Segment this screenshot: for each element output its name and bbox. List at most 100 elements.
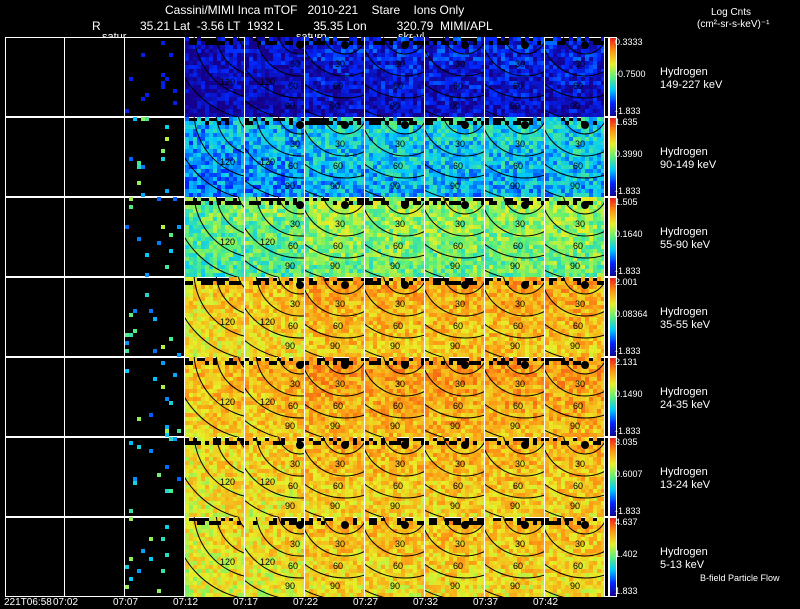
- contour-label: 120: [220, 77, 235, 87]
- contour-label: 60: [453, 401, 463, 411]
- contour-label: 60: [513, 241, 523, 251]
- image-frame: 30 60 90: [545, 37, 605, 117]
- scale-max: 4.637: [615, 517, 638, 527]
- image-frame: 30 60 90: [485, 277, 545, 357]
- contour-label: 30: [335, 379, 345, 389]
- image-frame: [65, 37, 125, 117]
- contour-label: 30: [575, 379, 585, 389]
- image-frame: 30 60 90: [305, 517, 365, 597]
- contour-label: 60: [333, 161, 343, 171]
- contour-label: 60: [288, 81, 298, 91]
- contour-label: 30: [455, 59, 465, 69]
- contour-label: 60: [573, 241, 583, 251]
- scale-min: -1.833: [615, 106, 641, 116]
- species-label: Hydrogen: [660, 306, 708, 318]
- contour-label: 120: [260, 397, 275, 407]
- image-frame: [5, 37, 65, 117]
- contour-label: 30: [575, 59, 585, 69]
- contour-label: 30: [575, 539, 585, 549]
- contour-label: 90: [390, 341, 400, 351]
- energy-range: 13-24 keV: [660, 479, 711, 491]
- contour-label: 30: [515, 459, 525, 469]
- scale-min: -1.833: [615, 186, 641, 196]
- time-tick: 07:32: [413, 597, 439, 608]
- contour-label: 60: [333, 561, 343, 571]
- contour-label: 60: [513, 401, 523, 411]
- image-frame: 30 60 90: [485, 357, 545, 437]
- contour-label: 60: [333, 401, 343, 411]
- image-frame: 30 60 90: [305, 197, 365, 277]
- image-frame: [125, 437, 185, 517]
- image-frame: 30 60 90: [305, 117, 365, 197]
- scale-max: 1.635: [615, 117, 638, 127]
- image-frame: 30 60 90: [365, 357, 425, 437]
- colorbar: [609, 37, 617, 117]
- image-frame: [65, 357, 125, 437]
- image-frame: 30 60 90: [305, 277, 365, 357]
- contour-label: 90: [570, 101, 580, 111]
- time-tick: 07:37: [473, 597, 499, 608]
- instrument-title: Cassini/MIMI Inca mTOF 2010-221 Stare Io…: [165, 3, 465, 17]
- species-label: Hydrogen: [660, 146, 708, 158]
- contour-label: 60: [393, 561, 403, 571]
- contour-label: 90: [450, 581, 460, 591]
- image-frame: [125, 117, 185, 197]
- contour-label: 90: [510, 341, 520, 351]
- image-frame: 30 60 90: [485, 37, 545, 117]
- contour-label: 60: [513, 321, 523, 331]
- contour-label: 60: [288, 401, 298, 411]
- contour-label: 60: [393, 81, 403, 91]
- time-tick: 07:12: [173, 597, 199, 608]
- image-frame: [5, 197, 65, 277]
- image-frame: [125, 357, 185, 437]
- contour-label: 60: [288, 481, 298, 491]
- energy-range: 90-149 keV: [660, 159, 717, 171]
- contour-label: 60: [513, 481, 523, 491]
- contour-label: 60: [288, 161, 298, 171]
- image-frame: [125, 517, 185, 597]
- scale-mid: 0.3990: [615, 149, 643, 159]
- scale-min: -1.833: [615, 506, 641, 516]
- time-tick: 07:22: [293, 597, 319, 608]
- contour-label: 120: [220, 477, 235, 487]
- scale-min: -1.833: [615, 346, 641, 356]
- contour-label: 30: [575, 219, 585, 229]
- image-frame: 30 60 90: [545, 437, 605, 517]
- contour-label: 90: [570, 261, 580, 271]
- image-frame: [125, 37, 185, 117]
- contour-label: 30: [455, 379, 465, 389]
- time-tick: 07:17: [233, 597, 259, 608]
- contour-label: 90: [510, 181, 520, 191]
- contour-label: 60: [513, 81, 523, 91]
- contour-label: 60: [393, 481, 403, 491]
- time-tick: 07:02: [53, 597, 79, 608]
- contour-label: 30: [455, 539, 465, 549]
- contour-label: 90: [285, 341, 295, 351]
- contour-label: 90: [510, 581, 520, 591]
- contour-label: 60: [573, 561, 583, 571]
- image-frame: [65, 277, 125, 357]
- contour-label: 60: [573, 161, 583, 171]
- image-frame: 30 60 90: [425, 117, 485, 197]
- contour-label: 90: [450, 261, 460, 271]
- image-frame: [5, 357, 65, 437]
- r-label: R: [92, 19, 101, 33]
- contour-label: 90: [330, 501, 340, 511]
- energy-range: 24-35 keV: [660, 399, 711, 411]
- contour-label: 60: [288, 561, 298, 571]
- time-tick: 07:42: [533, 597, 559, 608]
- image-frame: 30 60 90: [425, 437, 485, 517]
- contour-label: 30: [455, 219, 465, 229]
- image-frame: 30 60 90: [485, 117, 545, 197]
- contour-label: 30: [395, 59, 405, 69]
- image-frame: [65, 437, 125, 517]
- contour-label: 30: [575, 299, 585, 309]
- scale-max: 0.3333: [615, 37, 643, 47]
- image-frame: 30 60 90: [365, 37, 425, 117]
